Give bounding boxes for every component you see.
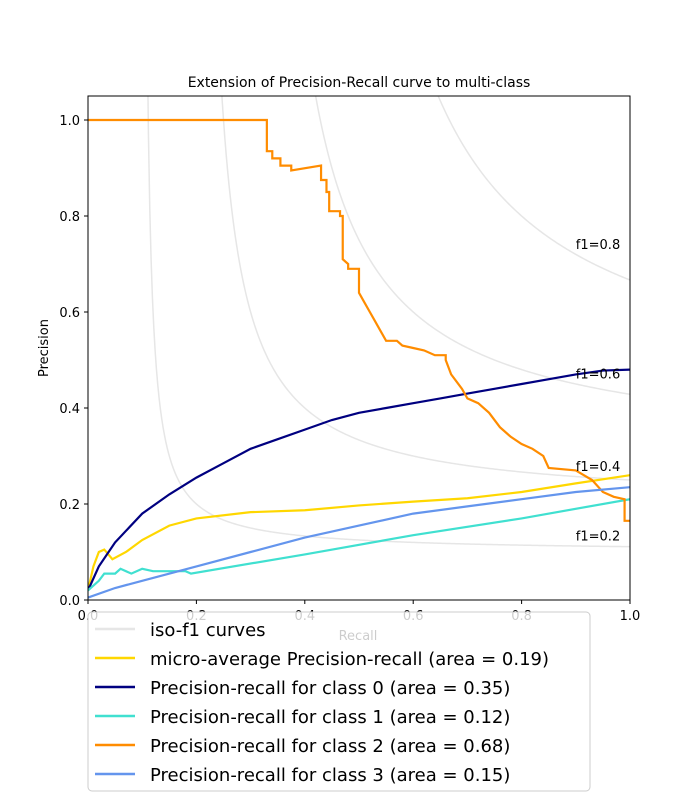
y-tick-label: 0.8 bbox=[59, 210, 80, 225]
series-line bbox=[88, 368, 630, 591]
y-tick-label: 0.2 bbox=[59, 498, 80, 513]
overlay: f1=0.2 f1=0.4 f1=0.6 f1=0.8 0.0 0.2 0.4 0.6 0.8 1… bbox=[59, 95, 641, 792]
iso-f1-label: f1=0.8 bbox=[576, 238, 620, 253]
axes-frame bbox=[87, 95, 631, 601]
legend-label: micro-average Precision-recall (area = 0… bbox=[150, 649, 549, 670]
y-tick-label: 0.4 bbox=[59, 402, 80, 417]
legend-label: Precision-recall for class 0 (area = 0.3… bbox=[150, 678, 510, 699]
legend-label: Precision-recall for class 1 (area = 0.1… bbox=[150, 707, 510, 728]
y-axis-label: Precision bbox=[37, 319, 52, 377]
x-tick-label: 1.0 bbox=[620, 609, 641, 624]
iso-f1-label: f1=0.4 bbox=[576, 460, 620, 475]
legend-label: iso-f1 curves bbox=[150, 620, 266, 641]
iso-f1-curve bbox=[314, 96, 630, 396]
series-line bbox=[88, 474, 630, 591]
series-line bbox=[88, 498, 630, 592]
y-tick-label: 0.6 bbox=[59, 306, 80, 321]
y-tick-label: 1.0 bbox=[59, 114, 80, 129]
series-line bbox=[88, 486, 630, 599]
iso-f1-label: f1=0.2 bbox=[576, 529, 620, 544]
legend-box bbox=[87, 611, 591, 792]
y-tick-label: 0.0 bbox=[59, 594, 80, 609]
chart-title: Extension of Precision-Recall curve to m… bbox=[188, 75, 531, 91]
iso-f1-curve bbox=[147, 96, 630, 548]
iso-f1-label: f1=0.6 bbox=[576, 367, 620, 382]
legend-label: Precision-recall for class 3 (area = 0.1… bbox=[150, 765, 510, 786]
plot-area bbox=[88, 96, 630, 599]
iso-f1-curve bbox=[221, 96, 630, 481]
series-line bbox=[88, 118, 630, 522]
iso-f1-curve bbox=[437, 96, 630, 281]
legend-label: Precision-recall for class 2 (area = 0.6… bbox=[150, 736, 510, 757]
